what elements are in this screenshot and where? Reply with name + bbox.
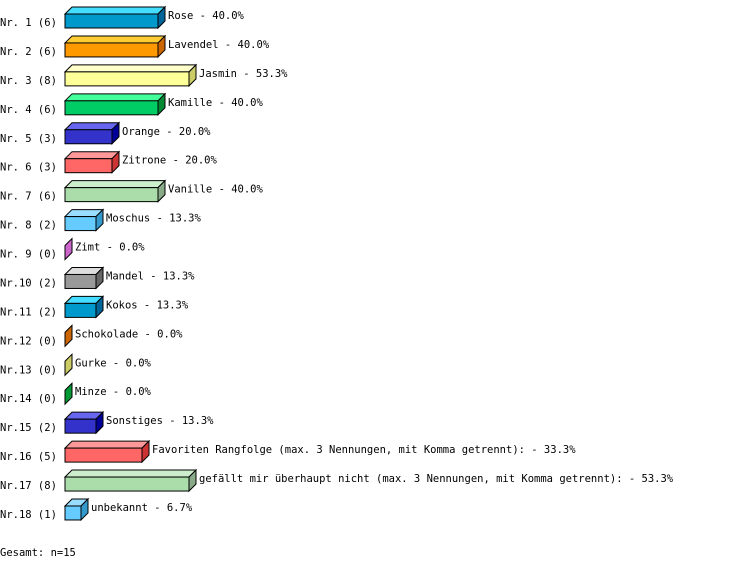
- bar: [64, 42, 159, 58]
- category-label: Nr.18 (1): [0, 509, 57, 521]
- bar-side: [188, 63, 197, 88]
- value-label: Sonstiges - 13.3%: [106, 415, 214, 427]
- value-label: Gurke - 0.0%: [75, 357, 152, 369]
- bar-side: [80, 497, 89, 522]
- value-label: Kamille - 40.0%: [168, 97, 264, 109]
- bar-top: [63, 469, 198, 478]
- category-label: Nr.13 (0): [0, 364, 57, 376]
- value-label: Mandel - 13.3%: [106, 270, 195, 282]
- category-label: Nr.14 (0): [0, 393, 57, 405]
- value-label: Schokolade - 0.0%: [75, 328, 183, 340]
- value-label: Moschus - 13.3%: [106, 213, 202, 225]
- bar: [64, 158, 113, 174]
- category-label: Nr. 7 (6): [0, 191, 57, 203]
- value-label: Rose - 40.0%: [168, 10, 245, 22]
- bar-side: [64, 382, 73, 406]
- value-label: Zitrone - 20.0%: [122, 155, 218, 167]
- bar-side: [95, 266, 104, 290]
- value-label: Orange - 20.0%: [122, 126, 211, 138]
- category-label: Nr. 2 (6): [0, 46, 57, 58]
- bar: [64, 476, 190, 492]
- category-label: Nr.17 (8): [0, 480, 57, 492]
- category-label: Nr.15 (2): [0, 422, 57, 434]
- bar: [64, 129, 113, 145]
- bar-top: [63, 64, 198, 73]
- bar-side: [64, 353, 73, 377]
- bar-top: [63, 440, 151, 449]
- bar-top: [63, 180, 167, 189]
- category-label: Nr.12 (0): [0, 335, 57, 347]
- value-label: Lavendel - 40.0%: [168, 39, 270, 51]
- category-label: Nr. 4 (6): [0, 104, 57, 116]
- bar-top: [63, 93, 167, 102]
- bar-top: [63, 35, 167, 44]
- value-label: Kokos - 13.3%: [106, 299, 189, 311]
- bar: [64, 273, 97, 289]
- category-label: Nr. 5 (3): [0, 133, 57, 145]
- bar: [64, 216, 97, 232]
- bar-side: [95, 208, 104, 232]
- bar-side: [111, 121, 120, 145]
- category-label: Nr. 6 (3): [0, 162, 57, 174]
- bar-side: [95, 410, 104, 435]
- bar-side: [188, 468, 197, 493]
- bar: [64, 13, 159, 29]
- bar: [64, 302, 97, 318]
- bar-top: [63, 6, 167, 15]
- category-label: Nr. 1 (6): [0, 17, 57, 29]
- value-label: Zimt - 0.0%: [75, 242, 145, 254]
- category-label: Nr. 3 (8): [0, 75, 57, 87]
- bar: [64, 505, 82, 521]
- total-label: Gesamt: n=15: [0, 547, 76, 559]
- bar-top: [63, 151, 121, 160]
- bar: [64, 187, 159, 203]
- bar-side: [111, 150, 120, 174]
- bar-side: [64, 237, 73, 261]
- bar-top: [63, 122, 121, 131]
- category-label: Nr. 9 (0): [0, 249, 57, 261]
- category-label: Nr.16 (5): [0, 451, 57, 463]
- value-label: Minze - 0.0%: [75, 386, 152, 398]
- bar-side: [157, 34, 166, 59]
- category-label: Nr.10 (2): [0, 277, 57, 289]
- value-label: Jasmin - 53.3%: [199, 68, 288, 80]
- value-label: Favoriten Rangfolge (max. 3 Nennungen, m…: [152, 444, 576, 456]
- bar: [64, 447, 143, 463]
- bar-side: [64, 324, 73, 348]
- bar-side: [95, 295, 104, 319]
- bar: [64, 100, 159, 116]
- value-label: Vanille - 40.0%: [168, 184, 264, 196]
- value-label: gefällt mir überhaupt nicht (max. 3 Nenn…: [199, 473, 674, 485]
- bar: [64, 71, 190, 87]
- bar-side: [141, 439, 150, 464]
- bar-side: [157, 179, 166, 203]
- bar: [64, 418, 97, 434]
- category-label: Nr.11 (2): [0, 306, 57, 318]
- bar-side: [157, 5, 166, 30]
- bar-side: [157, 92, 166, 117]
- category-label: Nr. 8 (2): [0, 220, 57, 232]
- value-label: unbekannt - 6.7%: [91, 502, 193, 514]
